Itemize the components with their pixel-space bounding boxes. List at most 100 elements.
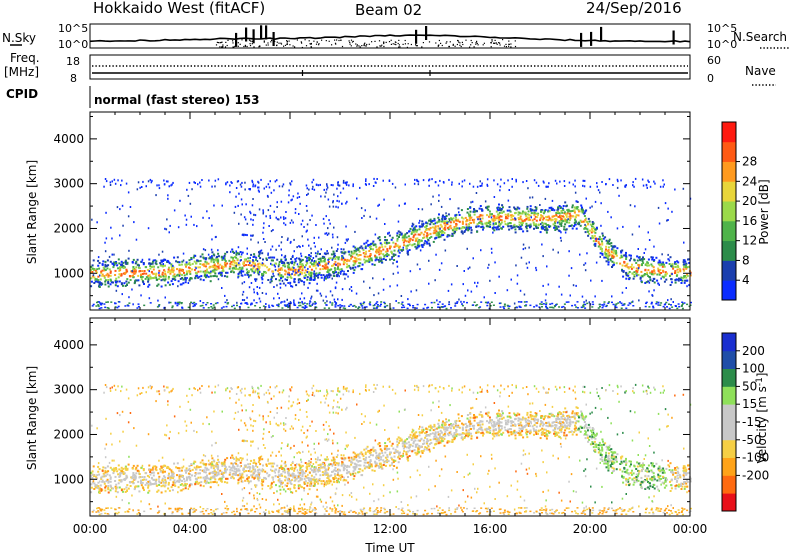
scatter-point xyxy=(119,473,122,476)
scatter-point xyxy=(669,284,672,286)
scatter-point xyxy=(576,207,579,210)
scatter-point xyxy=(587,217,590,220)
scatter-point xyxy=(381,246,384,248)
scatter-point xyxy=(639,277,642,280)
nsearch-point xyxy=(415,44,417,46)
scatter-point xyxy=(194,276,197,279)
scatter-point xyxy=(136,188,139,191)
scatter-point xyxy=(533,419,536,422)
scatter-point xyxy=(664,274,667,277)
scatter-point xyxy=(659,304,662,306)
nsearch-point xyxy=(502,39,504,41)
scatter-point xyxy=(140,466,143,469)
scatter-point xyxy=(273,210,275,213)
scatter-point xyxy=(550,208,553,211)
scatter-point xyxy=(272,259,274,262)
scatter-point xyxy=(628,271,631,273)
scatter-point xyxy=(405,446,408,449)
scatter-point xyxy=(268,474,271,476)
scatter-point xyxy=(326,477,329,479)
scatter-point xyxy=(184,214,186,217)
scatter-point xyxy=(231,475,234,478)
scatter-point xyxy=(369,255,371,258)
scatter-point xyxy=(114,182,117,185)
scatter-point xyxy=(128,249,130,252)
scatter-point xyxy=(617,180,619,183)
nsearch-point xyxy=(495,42,497,44)
scatter-point xyxy=(332,184,334,187)
scatter-point xyxy=(332,463,335,466)
scatter-point xyxy=(301,300,303,303)
scatter-point xyxy=(447,426,450,429)
scatter-point xyxy=(662,269,664,272)
scatter-point xyxy=(210,258,213,261)
scatter-point xyxy=(526,213,529,216)
scatter-point xyxy=(222,473,225,476)
scatter-point xyxy=(90,268,92,271)
scatter-point xyxy=(646,186,648,189)
scatter-point xyxy=(190,257,193,259)
scatter-point xyxy=(158,275,161,278)
scatter-point xyxy=(306,271,309,274)
scatter-point xyxy=(526,266,529,269)
scatter-point xyxy=(131,270,133,272)
scatter-point xyxy=(434,228,437,231)
scatter-point xyxy=(411,435,414,438)
scatter-point xyxy=(293,486,296,489)
scatter-point xyxy=(300,471,302,474)
scatter-point xyxy=(323,279,325,282)
scatter-point xyxy=(300,252,302,255)
nsearch-point xyxy=(491,39,493,41)
scatter-point xyxy=(322,259,325,262)
scatter-point xyxy=(445,215,448,217)
scatter-point xyxy=(98,267,101,270)
scatter-point xyxy=(468,431,471,434)
scatter-point xyxy=(171,305,174,307)
scatter-point xyxy=(610,257,613,259)
scatter-point xyxy=(475,225,478,228)
scatter-point xyxy=(253,253,256,256)
scatter-point xyxy=(319,257,322,260)
nsearch-point xyxy=(301,42,303,44)
scatter-point xyxy=(417,439,420,442)
scatter-point xyxy=(126,283,128,286)
scatter-point xyxy=(470,201,472,204)
scatter-point xyxy=(360,207,363,210)
scatter-point xyxy=(395,300,397,302)
scatter-point xyxy=(411,239,414,242)
scatter-point xyxy=(136,258,139,261)
scatter-point xyxy=(630,265,633,268)
scatter-point xyxy=(428,239,430,242)
scatter-point xyxy=(647,275,650,277)
scatter-point xyxy=(250,264,253,267)
scatter-point xyxy=(167,271,170,274)
nsearch-point xyxy=(462,43,464,46)
scatter-point xyxy=(390,444,393,447)
scatter-point xyxy=(155,263,158,266)
scatter-point xyxy=(405,442,408,445)
scatter-point xyxy=(376,178,378,180)
scatter-point xyxy=(402,304,405,307)
scatter-point xyxy=(197,472,200,475)
scatter-point xyxy=(426,307,429,309)
scatter-point xyxy=(393,259,396,261)
scatter-point xyxy=(211,224,213,227)
scatter-point xyxy=(353,261,356,264)
scatter-point xyxy=(548,218,551,221)
scatter-point xyxy=(458,227,461,230)
nsearch-point xyxy=(222,45,224,47)
scatter-point xyxy=(269,204,272,207)
scatter-point xyxy=(498,222,501,225)
scatter-point xyxy=(403,444,406,447)
scatter-point xyxy=(347,250,350,253)
scatter-point xyxy=(256,268,259,271)
scatter-point xyxy=(182,259,185,262)
scatter-point xyxy=(217,267,220,270)
scatter-point xyxy=(144,277,147,280)
scatter-point xyxy=(668,307,671,310)
scatter-point xyxy=(158,484,161,486)
scatter-point xyxy=(208,217,210,220)
scatter-point xyxy=(423,242,426,245)
scatter-point xyxy=(412,305,415,307)
scatter-point xyxy=(519,217,522,220)
